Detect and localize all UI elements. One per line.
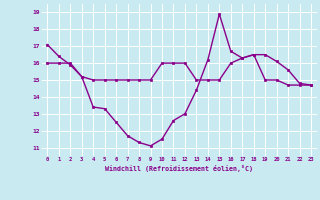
X-axis label: Windchill (Refroidissement éolien,°C): Windchill (Refroidissement éolien,°C) [105, 165, 253, 172]
